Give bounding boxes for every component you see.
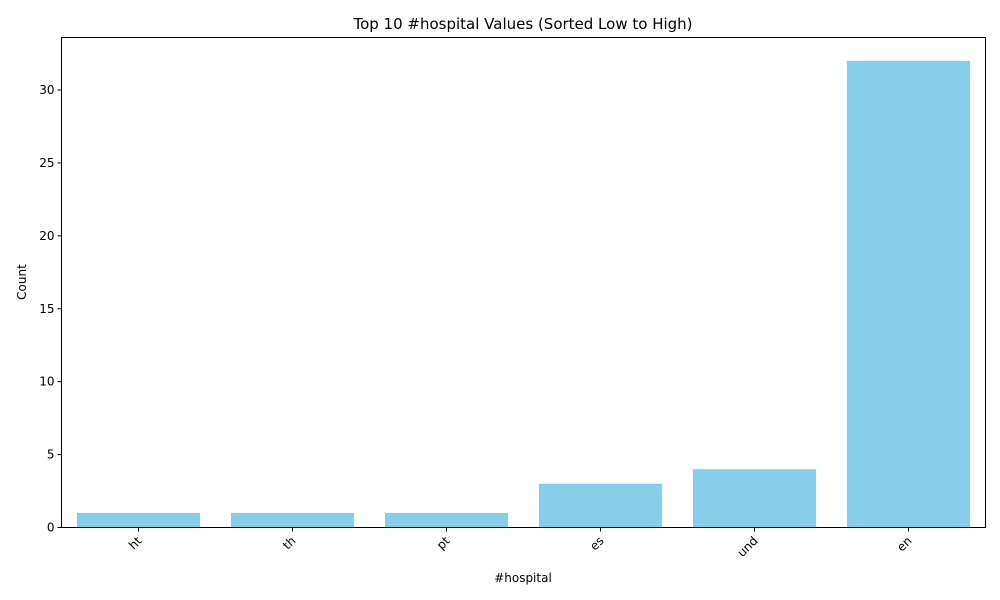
bar-pt (384, 512, 509, 528)
x-tick-label: es (587, 534, 607, 554)
bars-group (76, 60, 971, 528)
chart-title: Top 10 #hospital Values (Sorted Low to H… (352, 15, 692, 33)
bar-ht (76, 512, 201, 528)
bar-und (692, 469, 817, 528)
y-tick-label: 15 (39, 302, 54, 316)
y-tick-label: 0 (47, 521, 55, 535)
y-tick-label: 10 (39, 375, 54, 389)
x-tick-label: und (735, 534, 761, 560)
x-tick-label: en (894, 534, 915, 555)
plot-frame (61, 37, 986, 528)
x-tick-label: th (280, 534, 299, 553)
x-ticks-group: ht th pt es und en (126, 527, 915, 560)
x-tick-label: pt (434, 534, 453, 553)
bar-th (230, 512, 355, 528)
y-tick-label: 30 (39, 83, 54, 97)
x-axis-label: #hospital (494, 571, 552, 585)
y-axis-label: Count (15, 264, 29, 300)
y-tick-label: 20 (39, 229, 54, 243)
bar-es (538, 483, 663, 528)
y-ticks-group: 0 5 10 15 20 25 30 (39, 83, 62, 535)
y-tick-label: 5 (47, 448, 55, 462)
x-tick-label: ht (126, 534, 145, 553)
y-tick-label: 25 (39, 156, 54, 170)
bar-en (846, 60, 971, 528)
